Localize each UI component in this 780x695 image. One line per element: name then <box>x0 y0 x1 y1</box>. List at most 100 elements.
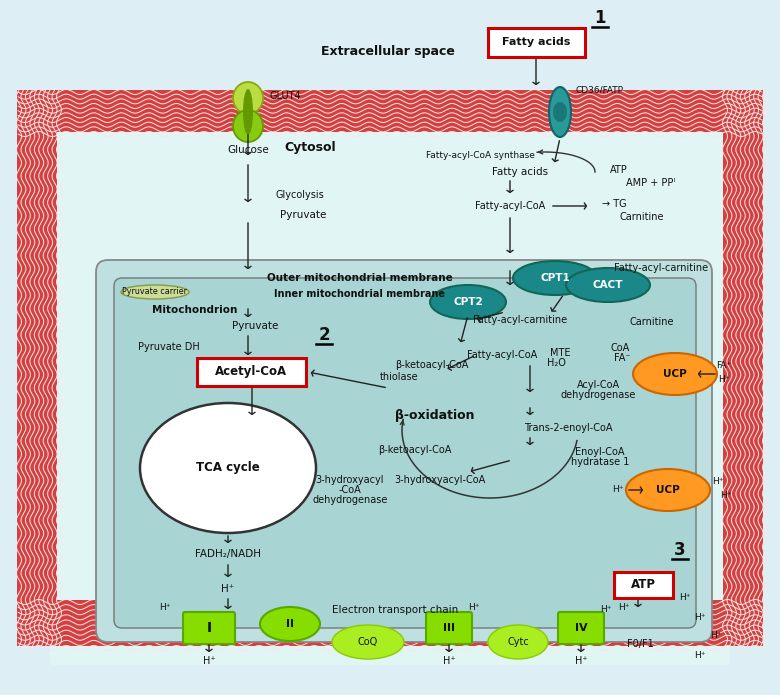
Text: Pyruvate DH: Pyruvate DH <box>138 342 200 352</box>
Text: Fatty-acyl-carnitine: Fatty-acyl-carnitine <box>473 315 567 325</box>
Text: ADP: ADP <box>613 575 631 584</box>
FancyBboxPatch shape <box>197 357 306 386</box>
Text: H₂O: H₂O <box>547 358 566 368</box>
Ellipse shape <box>430 285 506 319</box>
Text: Acetyl-CoA: Acetyl-CoA <box>215 365 287 378</box>
Text: 3: 3 <box>674 541 686 559</box>
Text: III: III <box>443 623 455 633</box>
Text: β-ketoacyl-CoA: β-ketoacyl-CoA <box>395 360 468 370</box>
FancyBboxPatch shape <box>114 278 696 628</box>
Text: H⁺: H⁺ <box>468 603 480 612</box>
Text: FA⁻: FA⁻ <box>614 353 630 363</box>
Ellipse shape <box>233 82 263 114</box>
Text: 1: 1 <box>594 9 606 27</box>
Text: TCA cycle: TCA cycle <box>196 461 260 475</box>
Text: hydratase 1: hydratase 1 <box>571 457 629 467</box>
Text: dehydrogenase: dehydrogenase <box>560 390 636 400</box>
Text: Trans-2-enoyl-CoA: Trans-2-enoyl-CoA <box>523 423 612 433</box>
Text: UCP: UCP <box>656 485 680 495</box>
Text: Fatty acids: Fatty acids <box>502 37 570 47</box>
Text: Inner mitochondrial membrane: Inner mitochondrial membrane <box>275 289 445 299</box>
Text: Fatty-acyl-carnitine: Fatty-acyl-carnitine <box>614 263 708 273</box>
Text: Fatty-acyl-CoA: Fatty-acyl-CoA <box>475 201 545 211</box>
FancyBboxPatch shape <box>96 260 712 642</box>
Bar <box>18 90 762 132</box>
Text: H⁺: H⁺ <box>679 594 691 603</box>
Text: F0/F1: F0/F1 <box>626 639 654 649</box>
Text: β-ketoacyl-CoA: β-ketoacyl-CoA <box>378 445 452 455</box>
Ellipse shape <box>332 625 404 659</box>
Text: ATP: ATP <box>630 578 655 591</box>
Text: -CoA: -CoA <box>339 485 361 495</box>
Text: Fatty-acyl-CoA synthase: Fatty-acyl-CoA synthase <box>426 151 534 159</box>
Text: Enoyl-CoA: Enoyl-CoA <box>576 447 625 457</box>
Text: FA⁺: FA⁺ <box>717 361 732 370</box>
FancyBboxPatch shape <box>488 28 584 56</box>
Text: Acyl-CoA: Acyl-CoA <box>576 380 619 390</box>
Text: Carnitine: Carnitine <box>629 317 674 327</box>
Ellipse shape <box>553 102 567 122</box>
Text: thiolase: thiolase <box>380 372 419 382</box>
Text: H⁺: H⁺ <box>159 603 171 612</box>
Text: Mitochondrion: Mitochondrion <box>152 305 238 315</box>
Text: Pyruvate: Pyruvate <box>232 321 278 331</box>
Text: Cytc: Cytc <box>507 637 529 647</box>
Ellipse shape <box>488 625 548 659</box>
Text: Pyruvate: Pyruvate <box>280 210 326 220</box>
Ellipse shape <box>513 261 597 295</box>
Text: H⁺: H⁺ <box>720 491 732 500</box>
Ellipse shape <box>549 87 571 137</box>
Text: Extracellular space: Extracellular space <box>321 45 455 58</box>
Text: Fatty acids: Fatty acids <box>492 167 548 177</box>
Text: H⁺: H⁺ <box>694 651 706 660</box>
Text: Cytosol: Cytosol <box>284 142 336 154</box>
Text: Glucose: Glucose <box>227 145 269 155</box>
Text: H⁺: H⁺ <box>712 477 724 486</box>
Text: H⁺: H⁺ <box>203 656 215 666</box>
Text: → TG: → TG <box>601 199 626 209</box>
Bar <box>723 90 763 646</box>
Text: ATP: ATP <box>610 165 628 175</box>
Text: CoA: CoA <box>611 343 629 353</box>
FancyBboxPatch shape <box>183 612 235 644</box>
Ellipse shape <box>121 285 189 299</box>
Text: MTE: MTE <box>550 348 570 358</box>
Text: 3-hydroxyacyl: 3-hydroxyacyl <box>316 475 385 485</box>
Text: Electron transport chain: Electron transport chain <box>332 605 459 615</box>
Text: H⁺: H⁺ <box>718 375 730 384</box>
Text: Glycolysis: Glycolysis <box>276 190 324 200</box>
FancyBboxPatch shape <box>614 571 672 598</box>
FancyBboxPatch shape <box>50 125 730 665</box>
Text: IV: IV <box>575 623 587 633</box>
Ellipse shape <box>243 89 253 135</box>
Text: II: II <box>286 619 294 629</box>
Text: Outer mitochondrial membrane: Outer mitochondrial membrane <box>267 273 453 283</box>
Text: H⁺: H⁺ <box>575 656 587 666</box>
Text: β-oxidation: β-oxidation <box>395 409 475 421</box>
Text: H⁺: H⁺ <box>222 584 235 594</box>
Text: CoQ: CoQ <box>358 637 378 647</box>
Ellipse shape <box>140 403 316 533</box>
FancyBboxPatch shape <box>558 612 604 644</box>
Bar <box>17 90 57 646</box>
Ellipse shape <box>566 268 650 302</box>
Text: Pyruvate carrier: Pyruvate carrier <box>122 288 187 297</box>
Ellipse shape <box>626 469 710 511</box>
Text: CPT2: CPT2 <box>453 297 483 307</box>
Text: CPT1: CPT1 <box>540 273 570 283</box>
Text: Fatty-acyl-CoA: Fatty-acyl-CoA <box>467 350 537 360</box>
Ellipse shape <box>233 110 263 142</box>
Text: H⁺: H⁺ <box>711 632 722 641</box>
Bar <box>18 600 762 646</box>
Text: AMP + PPᴵ: AMP + PPᴵ <box>626 178 675 188</box>
Text: 3-hydroxyacyl-CoA: 3-hydroxyacyl-CoA <box>395 475 486 485</box>
Text: CD36/FATP: CD36/FATP <box>576 85 624 95</box>
Text: GLUT4: GLUT4 <box>270 91 302 101</box>
Text: H⁺: H⁺ <box>694 612 706 621</box>
Text: Pᴵ: Pᴵ <box>621 585 627 594</box>
Text: H⁺: H⁺ <box>601 605 612 614</box>
Text: H⁺: H⁺ <box>612 486 624 495</box>
Text: UCP: UCP <box>663 369 687 379</box>
Text: 2: 2 <box>318 326 330 344</box>
Ellipse shape <box>260 607 320 641</box>
